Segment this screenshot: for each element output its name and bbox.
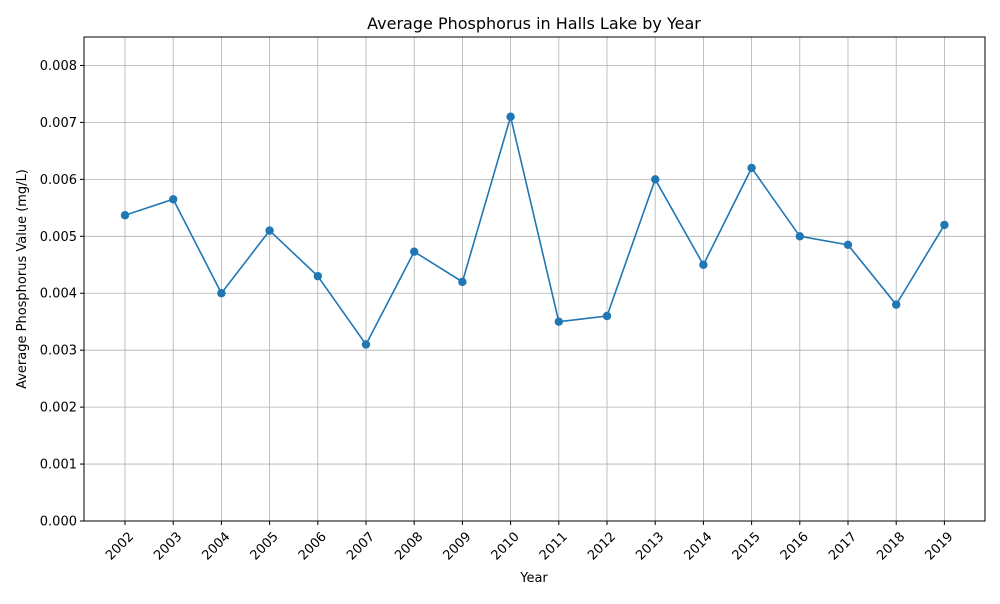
x-tick-label: 2012 [585,529,619,563]
x-tick-label: 2008 [392,529,426,563]
data-point [458,277,467,287]
data-point [313,271,322,281]
series-line [124,113,946,347]
y-tick-label: 0.005 [40,230,77,245]
y-tick-label: 0.006 [40,173,77,188]
x-tick-label: 2013 [633,529,667,563]
data-point [554,317,563,326]
y-axis-ticks: 0.000 0.001 0.002 0.003 0.004 0.005 0.006 0.007… [40,59,84,530]
data-point [410,247,419,256]
x-tick-label: 2015 [730,529,764,563]
y-tick-label: 0.003 [40,344,77,359]
y-axis-label: Average Phosphorus Value (mg/L) [15,169,30,389]
x-tick-label: 2010 [489,529,523,563]
x-axis-ticks: 2002 2003 2004 2005 2006 2007 2008 2009 2010 2011… [103,521,956,563]
data-point [265,226,274,235]
data-point [940,220,949,230]
x-tick-label: 2004 [199,529,233,563]
x-tick-label: 2018 [874,529,908,563]
x-tick-label: 2009 [440,529,474,563]
x-tick-label: 2014 [681,529,715,563]
data-point [169,195,178,204]
y-tick-label: 0.001 [40,458,77,473]
data-point [892,300,901,309]
x-tick-label: 2002 [103,529,137,563]
series-layer [120,112,949,349]
x-tick-label: 2016 [778,529,812,563]
data-point [747,163,756,173]
x-tick-label: 2011 [537,529,571,563]
data-point [602,311,612,321]
x-axis-label: Year [519,571,548,586]
plot-area-frame [83,36,986,522]
y-tick-label: 0.000 [40,515,77,530]
y-tick-label: 0.004 [40,287,77,302]
x-tick-label: 2003 [151,529,185,563]
data-point [699,260,708,269]
x-tick-label: 2019 [922,529,956,563]
data-point [506,112,515,121]
x-tick-label: 2017 [826,529,860,563]
data-point [120,211,130,220]
data-point [217,289,226,298]
grid-lines [84,37,985,522]
x-tick-label: 2007 [344,529,378,563]
chart-title: Average Phosphorus in Halls Lake by Year [367,14,701,33]
y-tick-label: 0.007 [40,116,77,131]
data-point [795,232,804,241]
data-point [361,340,371,349]
data-point [651,175,660,184]
y-tick-label: 0.002 [40,401,77,416]
y-tick-label: 0.008 [40,59,77,74]
x-tick-label: 2005 [248,529,282,563]
x-tick-label: 2006 [296,529,330,563]
data-point [843,240,853,250]
